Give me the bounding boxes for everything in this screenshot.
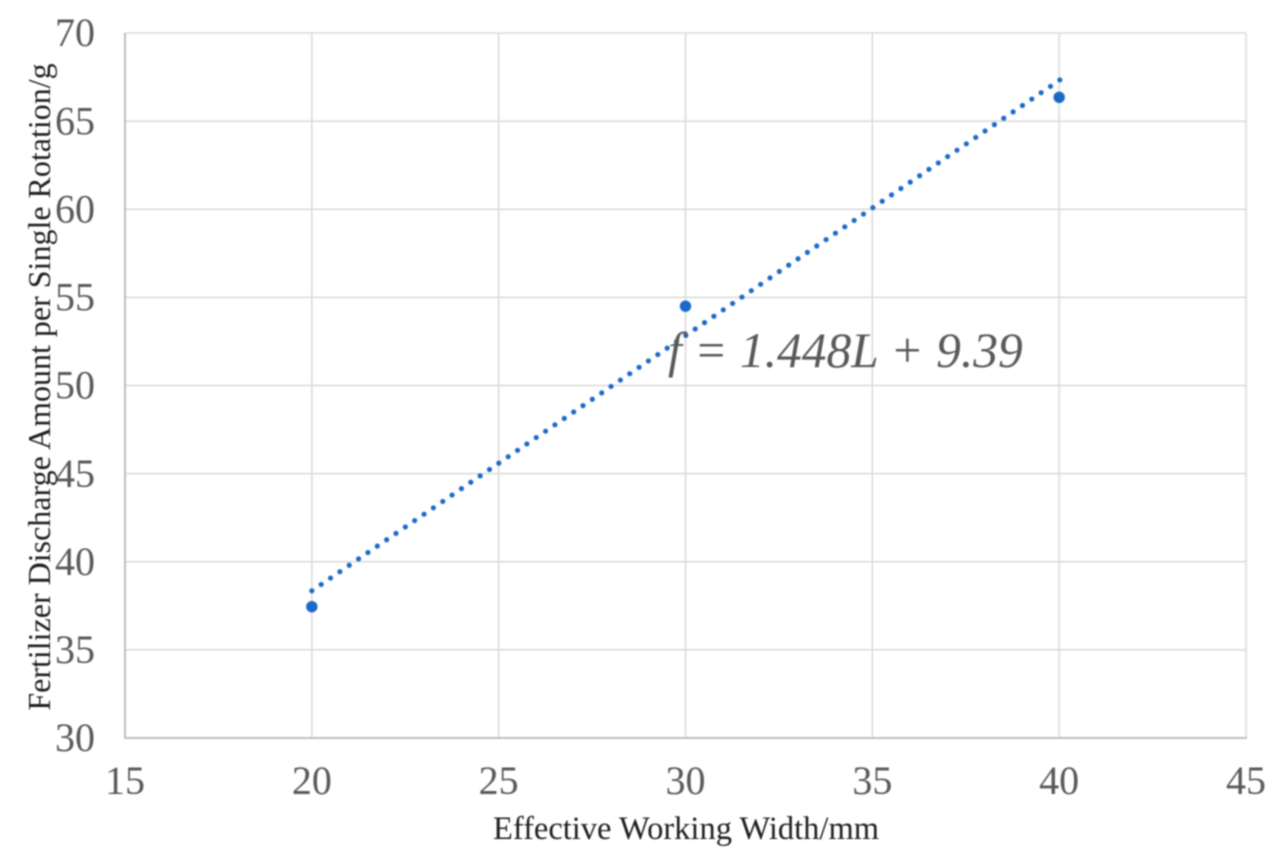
svg-text:40: 40	[55, 539, 95, 584]
svg-text:40: 40	[1039, 758, 1079, 803]
svg-text:60: 60	[55, 186, 95, 231]
svg-text:30: 30	[666, 758, 706, 803]
svg-text:70: 70	[55, 10, 95, 55]
svg-text:25: 25	[479, 758, 519, 803]
svg-text:55: 55	[55, 275, 95, 320]
svg-text:65: 65	[55, 98, 95, 143]
svg-text:45: 45	[1226, 758, 1266, 803]
svg-text:45: 45	[55, 451, 95, 496]
svg-text:50: 50	[55, 363, 95, 408]
svg-text:15: 15	[105, 758, 145, 803]
svg-text:Effective Working Width/mm: Effective Working Width/mm	[493, 811, 879, 847]
svg-text:30: 30	[55, 715, 95, 760]
svg-text:20: 20	[292, 758, 332, 803]
svg-text:35: 35	[55, 627, 95, 672]
svg-text:f = 1.448L + 9.39: f = 1.448L + 9.39	[668, 323, 1023, 378]
svg-text:35: 35	[852, 758, 892, 803]
svg-text:Fertilizer Discharge Amount pe: Fertilizer Discharge Amount per Single R…	[21, 63, 57, 710]
